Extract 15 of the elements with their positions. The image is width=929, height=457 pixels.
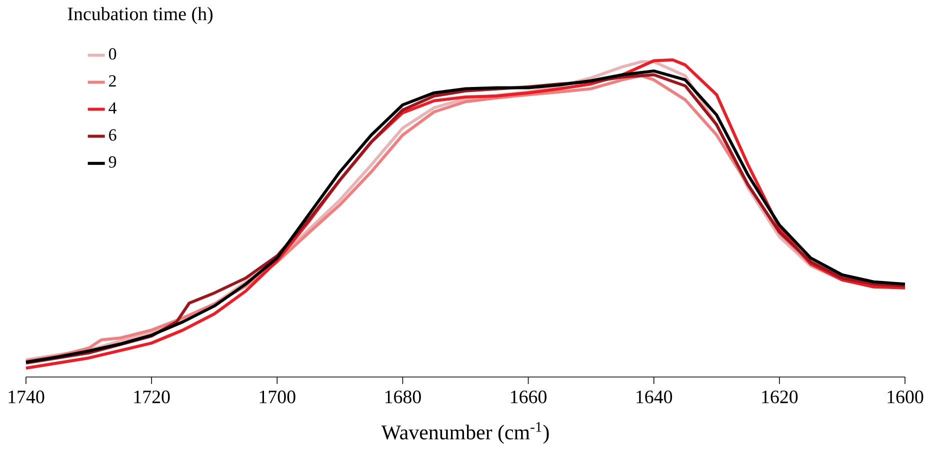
x-tick-label: 1700 — [260, 390, 296, 404]
x-axis-title: Wavenumber (cm$^{-1}$) — [381, 422, 549, 444]
x-tick-label: 1640 — [636, 390, 672, 404]
x-tick-label: 1720 — [134, 390, 170, 404]
legend-label: 0 — [108, 48, 116, 60]
x-tick-label: 1680 — [385, 390, 421, 404]
legend-label: 2 — [109, 75, 116, 86]
x-tick-label: 1660 — [511, 390, 546, 404]
x-tick-label: 1600 — [888, 390, 924, 404]
x-tick-label: 1620 — [762, 390, 798, 404]
legend-label: 9 — [108, 156, 116, 168]
legend-label: 6 — [109, 129, 116, 141]
legend-label: 4 — [108, 102, 117, 114]
legend-title: Incubation time (h) — [68, 7, 212, 24]
x-tick-label: 1740 — [8, 390, 44, 404]
